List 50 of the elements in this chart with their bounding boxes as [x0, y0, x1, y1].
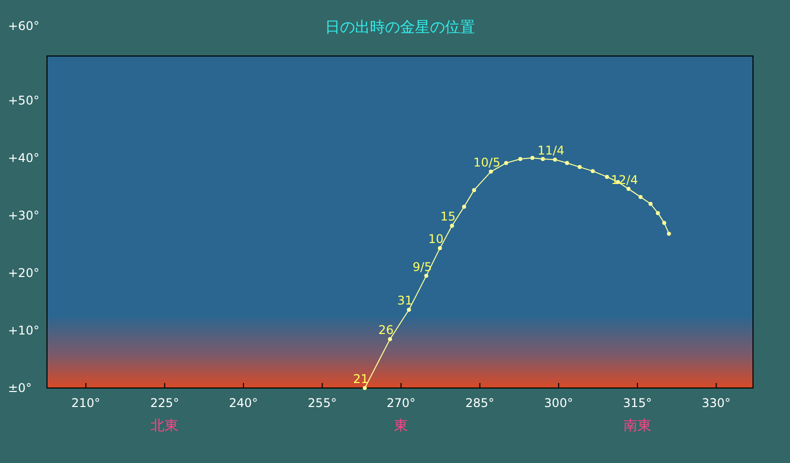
- point: [424, 274, 428, 278]
- point: [540, 156, 545, 161]
- point: [656, 211, 660, 216]
- x-tick-label: 330°: [702, 396, 731, 410]
- x-tick-label: 210°: [71, 396, 100, 410]
- x-tick-label: 225° 北東: [150, 396, 180, 434]
- x-tick-label: 315° 南東: [622, 396, 652, 434]
- point: [472, 188, 476, 192]
- point: [666, 232, 671, 236]
- annotation: 9/5: [412, 260, 432, 274]
- y-tick-label: +20°: [8, 266, 40, 280]
- annotation: 26: [378, 323, 394, 338]
- annotation: 31: [397, 294, 413, 308]
- text: +60°: [8, 19, 40, 33]
- point: [578, 165, 582, 170]
- point: [388, 337, 392, 342]
- x-tick-label: 270° 東: [386, 396, 416, 434]
- y-tick-label: ±0°: [8, 381, 32, 395]
- point: [565, 161, 570, 166]
- annotation: 12/4: [611, 172, 638, 187]
- annotation: 15: [440, 210, 456, 224]
- point: [604, 174, 609, 179]
- y-tick-label: +40°: [8, 150, 40, 165]
- point: [648, 202, 653, 206]
- point: [662, 220, 666, 225]
- point: [638, 194, 643, 199]
- y-tick-label: +10°: [8, 323, 40, 338]
- annotation: 21: [353, 372, 368, 386]
- point: [406, 308, 411, 312]
- x-tick-label: 300°: [544, 396, 574, 410]
- point: [590, 169, 595, 174]
- point: [504, 161, 508, 166]
- point: [518, 156, 522, 161]
- y-tick-label: +30°: [8, 208, 40, 222]
- point: [438, 246, 442, 250]
- y-tick-label: +50°: [8, 93, 40, 108]
- annotation: 11/4: [537, 144, 564, 158]
- point: [362, 386, 367, 390]
- point: [552, 158, 557, 162]
- chart-title: 日の出時の金星の位置: [325, 18, 475, 36]
- x-tick-label: 255°: [308, 396, 337, 410]
- point: [626, 186, 631, 191]
- annotation: 10/5: [473, 156, 500, 170]
- x-tick-label: 240°: [229, 396, 258, 410]
- x-tick-label: 285°: [465, 396, 494, 410]
- annotation: 10: [428, 232, 444, 246]
- point: [488, 170, 493, 174]
- point: [462, 204, 466, 209]
- point: [450, 224, 454, 228]
- point: [530, 156, 534, 160]
